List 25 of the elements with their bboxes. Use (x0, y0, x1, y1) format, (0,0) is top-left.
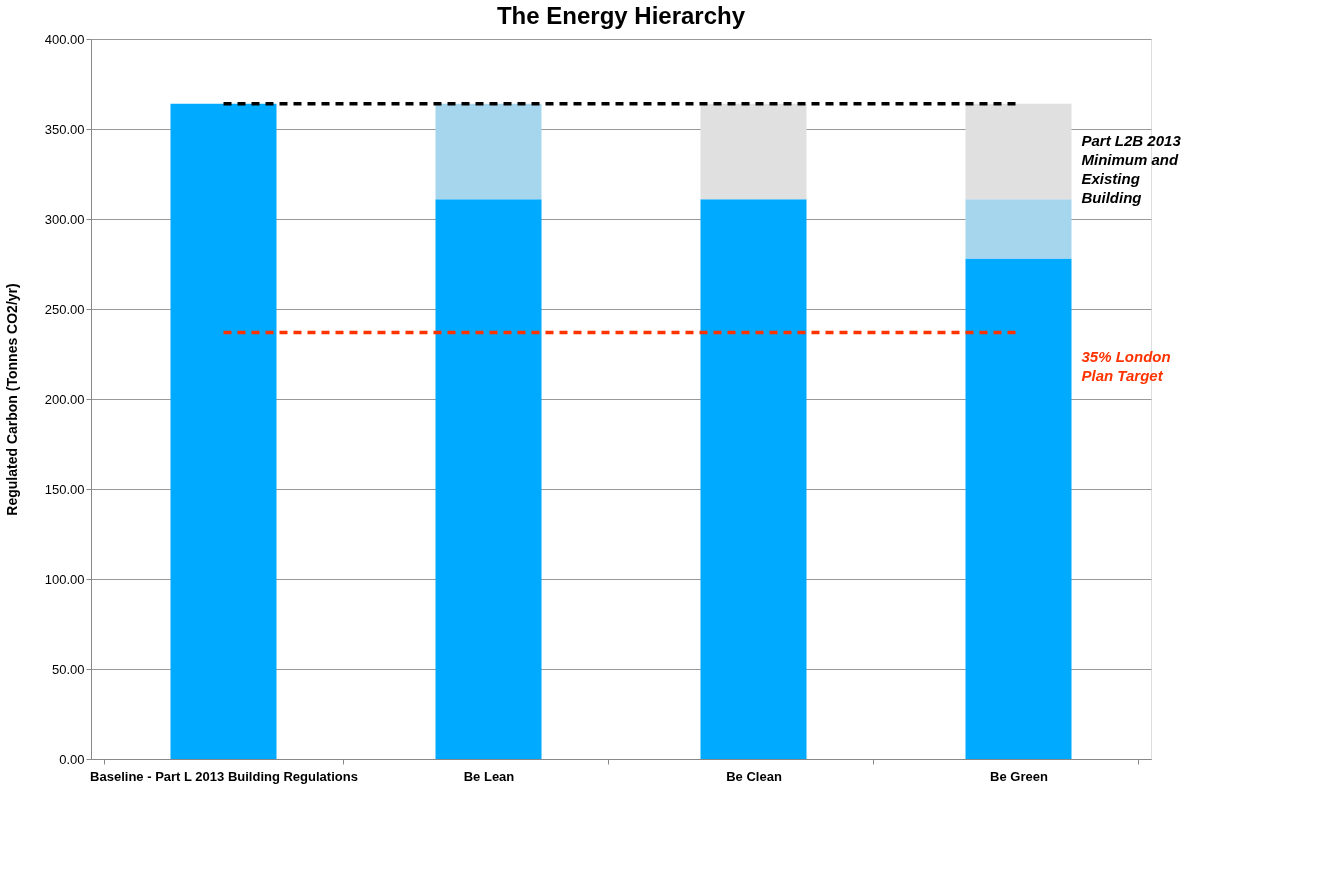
bar (700, 199, 807, 759)
y-tick-label: 350.00 (44, 121, 85, 137)
y-tick-label: 50.00 (51, 661, 85, 677)
bar (170, 103, 277, 759)
y-tick-label: 250.00 (44, 301, 85, 317)
ref-line-label: 35% London Plan Target (1081, 348, 1171, 385)
x-tick-label: Be Green (990, 768, 1048, 784)
bar (435, 103, 542, 200)
bar (965, 258, 1072, 759)
x-tick-label: Baseline - Part L 2013 Building Regulations (90, 768, 358, 784)
ref-line-label: Part L2B 2013 Minimum and Existing Building (1081, 131, 1182, 206)
y-tick-label: 150.00 (44, 481, 85, 497)
chart-title: The Energy Hierarchy (496, 2, 746, 29)
bar (965, 199, 1072, 259)
x-tick-label: Be Lean (463, 768, 515, 784)
bar (965, 103, 1072, 200)
y-tick-label: 400.00 (44, 31, 85, 47)
x-tick-label: Be Clean (726, 768, 782, 784)
y-tick-label: 100.00 (44, 571, 85, 587)
bar (700, 103, 807, 200)
bar (435, 199, 542, 759)
y-tick-label: 300.00 (44, 211, 85, 227)
y-axis-title: Regulated Carbon (Tonnes CO2/yr) (3, 283, 20, 516)
y-tick-label: 200.00 (44, 391, 85, 407)
y-tick-label: 0.00 (59, 751, 85, 767)
